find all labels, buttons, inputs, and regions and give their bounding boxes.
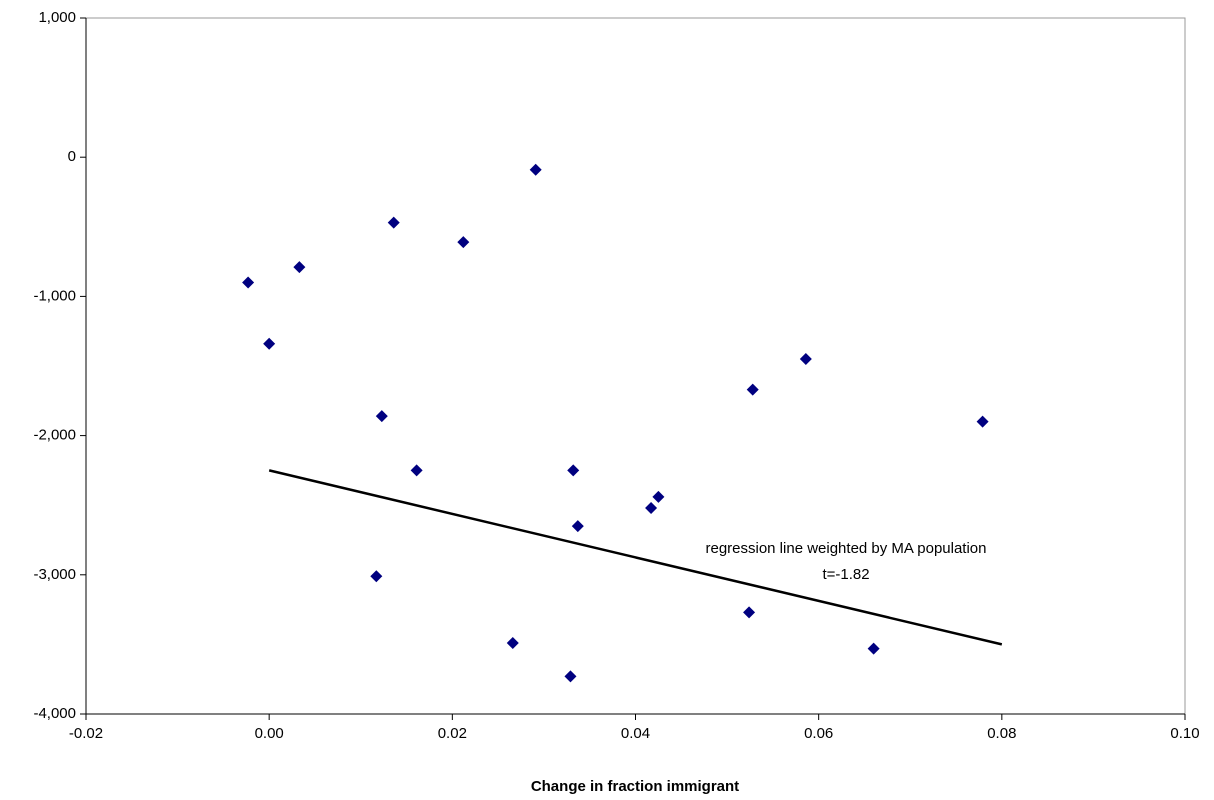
- y-tick-label: -1,000: [33, 287, 76, 304]
- scatter-point: [370, 570, 383, 583]
- scatter-point: [867, 642, 880, 655]
- scatter-point: [457, 236, 470, 249]
- scatter-point: [242, 276, 255, 289]
- scatter-point: [799, 353, 812, 366]
- annotation: t=-1.82: [822, 566, 869, 583]
- x-tick-label: 0.00: [255, 725, 284, 742]
- y-tick-label: -2,000: [33, 427, 76, 444]
- scatter-point: [375, 410, 388, 423]
- annotation: regression line weighted by MA populatio…: [705, 540, 986, 557]
- scatter-point: [645, 501, 658, 514]
- x-tick-label: 0.10: [1170, 725, 1199, 742]
- scatter-point: [976, 415, 989, 428]
- scatter-point: [387, 216, 400, 229]
- y-tick-label: 0: [68, 148, 76, 165]
- regression-line: [268, 469, 1003, 646]
- x-tick-label: 0.06: [804, 725, 833, 742]
- scatter-point: [529, 163, 542, 176]
- scatter-point: [293, 261, 306, 274]
- x-tick-label: 0.04: [621, 725, 650, 742]
- scatter-point: [564, 670, 577, 683]
- plot-frame: [85, 17, 1186, 715]
- x-tick-label: -0.02: [69, 725, 103, 742]
- scatter-point: [506, 637, 519, 650]
- scatter-point: [410, 464, 423, 477]
- x-tick-label: 0.08: [987, 725, 1016, 742]
- x-tick-label: 0.02: [438, 725, 467, 742]
- x-axis-label: Change in fraction immigrant: [531, 778, 739, 795]
- scatter-point: [263, 337, 276, 350]
- y-tick-label: 1,000: [38, 9, 76, 26]
- y-tick-label: -4,000: [33, 705, 76, 722]
- scatter-point: [567, 464, 580, 477]
- y-tick-label: -3,000: [33, 566, 76, 583]
- scatter-point: [571, 520, 584, 533]
- scatter-point: [746, 383, 759, 396]
- scatter-point: [743, 606, 756, 619]
- scatter-point: [652, 490, 665, 503]
